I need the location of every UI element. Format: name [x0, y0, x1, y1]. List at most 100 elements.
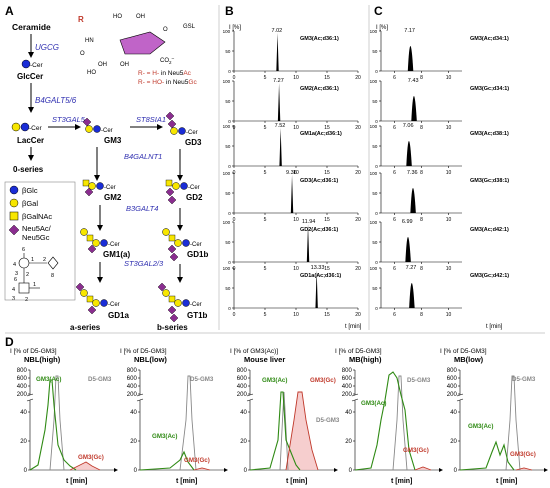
link-2: 2 [26, 272, 29, 278]
x-axis-arrow [224, 468, 228, 472]
x-tick-label: 5 [264, 312, 267, 318]
peak [406, 141, 412, 166]
x-axis-label: t [min] [176, 478, 197, 485]
x-tick-label: 20 [355, 75, 361, 81]
x-tick-label: 8 [420, 125, 423, 131]
link-8: 8 [51, 273, 54, 279]
x-tick-label: 15 [324, 125, 330, 131]
cer-label: -Cer [186, 130, 198, 136]
neu5ac-icon [169, 313, 179, 323]
gm3-gc-fill [286, 392, 318, 470]
legend-neu5ac: Neu5Ac/ [22, 224, 52, 233]
y-axis-label: I [% of D5-GM3] [120, 348, 167, 355]
glc-icon [182, 299, 190, 307]
enzyme-st3gal23: ST3GAL2/3 [124, 259, 164, 268]
y-tick-label: 800 [447, 368, 458, 374]
x-tick-label: 10 [446, 266, 452, 272]
d5-gm3-trace [179, 375, 197, 471]
link-6: 6 [22, 247, 25, 253]
gal-icon [85, 125, 93, 133]
y-tick-label: 0 [228, 119, 231, 124]
panel-letter-a: A [5, 4, 14, 18]
y-tick-label: 20 [130, 439, 137, 445]
peak-label: 9.36 [286, 170, 297, 176]
o-label: O [80, 51, 85, 57]
peak-label: D5-GM3 [88, 376, 112, 383]
pyranose-ring [119, 31, 166, 55]
chart-title: NBL(high) [24, 355, 61, 364]
co2-label: CO2− [160, 56, 175, 65]
neu5ac-icon [169, 252, 179, 262]
peak-label: 7.27 [406, 265, 417, 271]
y-tick-label: 20 [345, 439, 352, 445]
chart-title: Mouse liver [244, 355, 285, 364]
x-tick-label: 20 [355, 312, 361, 318]
y-tick-label: 20 [240, 439, 247, 445]
glc-icon [100, 299, 108, 307]
y-tick-label: 800 [342, 368, 353, 374]
r-group-label: R [78, 15, 84, 24]
neu5ac-icon [167, 195, 177, 205]
axis-break [136, 398, 144, 402]
enzyme-ugcg: UGCG [35, 43, 59, 52]
glc-icon [93, 125, 101, 133]
y-tick-label: 0 [228, 69, 231, 74]
hexnac-schematic [18, 282, 30, 294]
laccer-label: LacCer [17, 136, 44, 145]
neu5ac-icon [87, 305, 97, 315]
chart-title: MB(high) [349, 355, 382, 364]
gal-icon [162, 289, 170, 297]
galnac-icon [82, 179, 90, 187]
y-tick-label: 0 [244, 468, 248, 474]
panel-letter-d: D [5, 335, 14, 349]
x-tick-label: 5 [264, 75, 267, 81]
trace-name: GM3(Gc;d38:1) [470, 178, 509, 184]
link-1: 1 [31, 257, 34, 263]
cer-label: -Cer [104, 185, 116, 191]
enzyme-st3gal5: ST3GAL5 [52, 115, 86, 124]
galnac-icon [168, 234, 176, 242]
ylabel: I [%] [376, 25, 388, 31]
trace-name: GM3(Ac;d34:1) [470, 36, 509, 42]
legend-gal: βGal [22, 199, 38, 208]
cer-label: -Cer [30, 62, 43, 69]
link-1b: 1 [33, 282, 36, 288]
x-axis-arrow [544, 468, 548, 472]
gal-icon [174, 299, 182, 307]
neu5ac-icon [165, 187, 175, 197]
x-tick-label: 10 [446, 312, 452, 318]
y-axis-label: I [% of D5-GM3] [335, 348, 382, 355]
y-tick-label: 100 [223, 79, 231, 84]
gal-icon [170, 127, 178, 135]
peak [405, 237, 411, 262]
x-tick-label: 5 [264, 170, 267, 176]
glccer-label: GlcCer [17, 72, 43, 81]
x-tick-label: 8 [420, 217, 423, 223]
x-tick-label: 8 [420, 75, 423, 81]
legend-glc: βGlc [22, 186, 38, 195]
gal-icon [80, 228, 88, 236]
x-tick-label: 20 [355, 217, 361, 223]
oh-label: OH [120, 62, 129, 68]
x-tick-label: 10 [293, 75, 299, 81]
peak-label: 7.17 [404, 28, 415, 34]
y-tick-label: 0 [228, 211, 231, 216]
trace-name: GM3(Ac;d42:1) [470, 227, 509, 233]
y-tick-label: 400 [447, 384, 458, 390]
x-tick-label: 10 [446, 217, 452, 223]
x-tick-label: 10 [446, 170, 452, 176]
axis-break [246, 393, 254, 397]
y-tick-label: 100 [223, 266, 231, 271]
y-tick-label: 50 [225, 49, 231, 54]
y-tick-label: 100 [370, 220, 378, 225]
x-tick-label: 6 [393, 312, 396, 318]
x-tick-label: 6 [393, 217, 396, 223]
y-tick-label: 200 [447, 392, 458, 398]
trace-name: GM3(Gc;d34:1) [470, 86, 509, 92]
gal-icon [92, 239, 100, 247]
gal-icon [80, 289, 88, 297]
link-2b: 2 [43, 257, 46, 263]
d5-gm3-trace [49, 375, 65, 471]
cer-label: -Cer [108, 242, 120, 248]
